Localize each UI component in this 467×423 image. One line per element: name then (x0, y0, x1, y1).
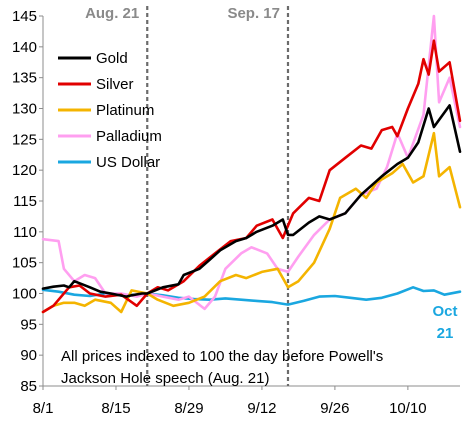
y-tick-label: 95 (20, 316, 37, 333)
legend-label-platinum: Platinum (96, 102, 154, 119)
y-tick-label: 110 (13, 224, 37, 241)
legend-label-gold: Gold (96, 50, 128, 67)
x-tick-label: 9/12 (247, 400, 276, 417)
y-tick-label: 135 (12, 70, 37, 87)
reference-line-label-1: Aug. 21 (85, 5, 139, 22)
legend-label-palladium: Palladium (96, 128, 162, 145)
y-tick-label: 140 (12, 39, 37, 56)
y-tick-label: 90 (20, 347, 37, 364)
x-tick-label: 8/15 (101, 400, 130, 417)
y-tick-label: 115 (13, 193, 37, 210)
y-tick-label: 125 (12, 131, 37, 148)
reference-line-label-2: Sep. 17 (227, 5, 280, 22)
x-tick-label: 10/10 (389, 400, 427, 417)
y-tick-label: 105 (12, 255, 37, 272)
series-line-gold (41, 104, 462, 298)
y-tick-label: 100 (12, 286, 37, 303)
y-tick-label: 145 (12, 8, 37, 25)
x-tick-label: 8/1 (33, 400, 54, 417)
legend-label-silver: Silver (96, 76, 134, 93)
end-date-label-1: Oct (432, 303, 457, 320)
footnote-line-2: Jackson Hole speech (Aug. 21) (61, 370, 269, 387)
series-line-platinum (41, 131, 462, 314)
y-tick-label: 120 (12, 162, 37, 179)
footnote-line-1: All prices indexed to 100 the day before… (61, 348, 383, 365)
series-line-palladium (41, 14, 462, 311)
x-tick-label: 9/26 (320, 400, 349, 417)
x-tick-label: 8/29 (174, 400, 203, 417)
end-date-label-2: 21 (437, 325, 454, 342)
y-tick-label: 130 (12, 101, 37, 118)
legend-label-us-dollar: US Dollar (96, 154, 160, 171)
y-tick-label: 85 (20, 378, 37, 395)
